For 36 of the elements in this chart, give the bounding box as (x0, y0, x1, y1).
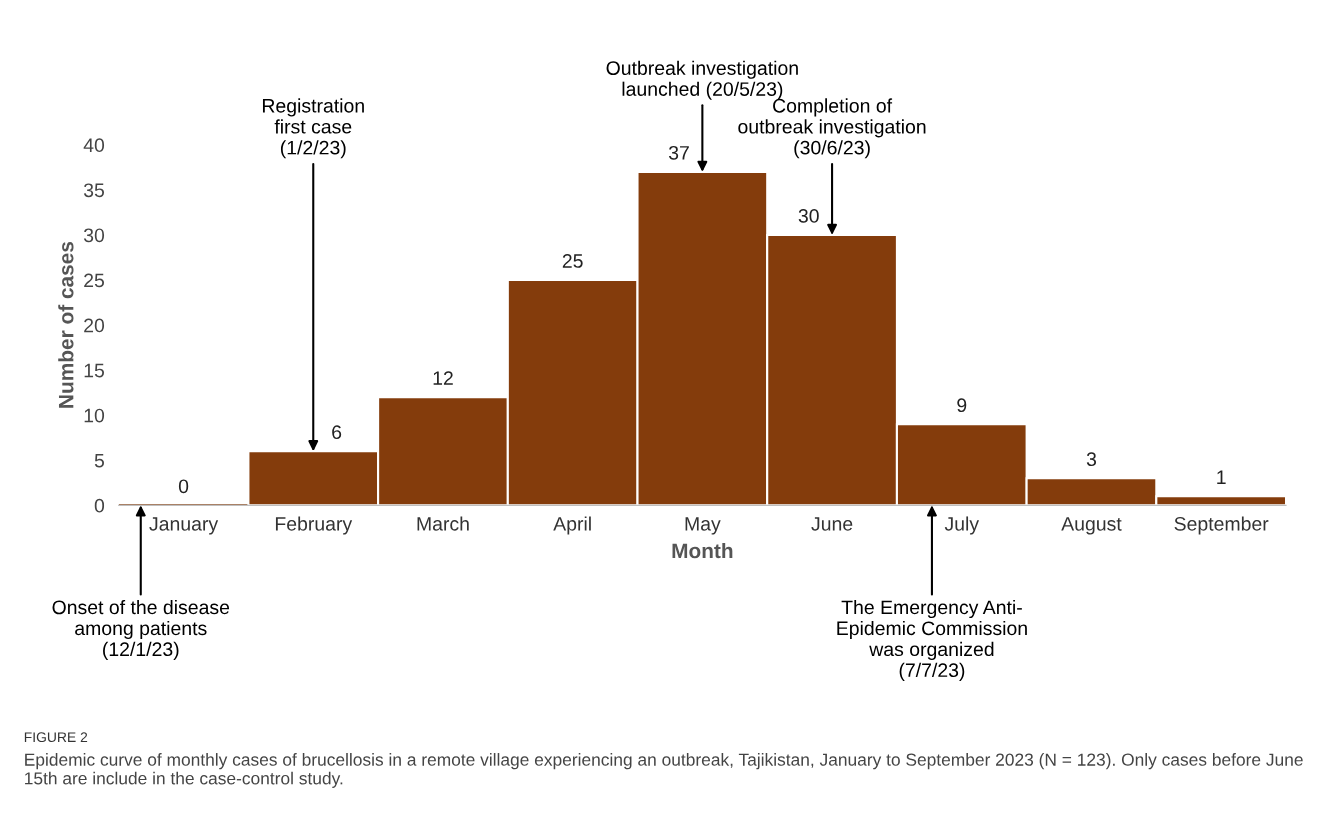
text: The Emergency Anti- Epidemic Commission was organized (7/7/23) (837, 599, 1027, 681)
y-tick-label: 15 (84, 363, 105, 378)
y-tick-label: 0 (94, 498, 105, 513)
x-tick-label: March (417, 516, 469, 531)
y-tick-label: 10 (84, 408, 105, 423)
x-tick-label: July (944, 516, 980, 535)
data-label: 1 (1217, 470, 1226, 484)
y-tick-label: 40 (83, 138, 105, 153)
data-label: 0 (178, 479, 189, 494)
x-tick-label: August (1061, 517, 1122, 535)
data-label: 37 (668, 145, 689, 160)
x-tick-label: May (685, 517, 721, 535)
data-label: 6 (332, 425, 342, 440)
text: Onset of the disease among patients (12/1/23) (52, 599, 230, 660)
x-tick-label: June (811, 517, 853, 531)
caption: FIGURE 2 (24, 732, 88, 743)
data-label: 3 (1086, 452, 1097, 467)
x-tick-label: September (1174, 516, 1269, 535)
data-label: 25 (562, 254, 583, 268)
y-tick-label: 35 (83, 183, 105, 198)
text: Epidemic curve of monthly cases of brucellosis in a remote village experiencing an outbreak, Tajikistan, January to September 2023 (N = 123). Only cases before June 15th are include in the case-control study. (25, 753, 1303, 788)
annotation: Completion of outbreak investigation (30/6/23) (738, 98, 926, 159)
x-tick-label: January (149, 517, 219, 535)
x-tick-label: February (275, 516, 353, 535)
y-tick-label: 20 (84, 318, 105, 333)
data-label: 30 (798, 209, 819, 223)
data-label: 12 (433, 371, 453, 385)
x-tick-label: April (553, 516, 591, 535)
annotation: Registration first case (1/2/23) (262, 98, 364, 159)
y-tick-label: 25 (84, 273, 105, 288)
annotation: Outbreak investigation launched (20/5/23) (606, 60, 798, 100)
y-axis-title: Number of cases (58, 241, 74, 408)
y-tick-label: 5 (94, 453, 105, 468)
data-label: 9 (957, 398, 967, 413)
y-tick-label: 30 (83, 228, 105, 243)
x-axis-title: Month (672, 542, 733, 559)
